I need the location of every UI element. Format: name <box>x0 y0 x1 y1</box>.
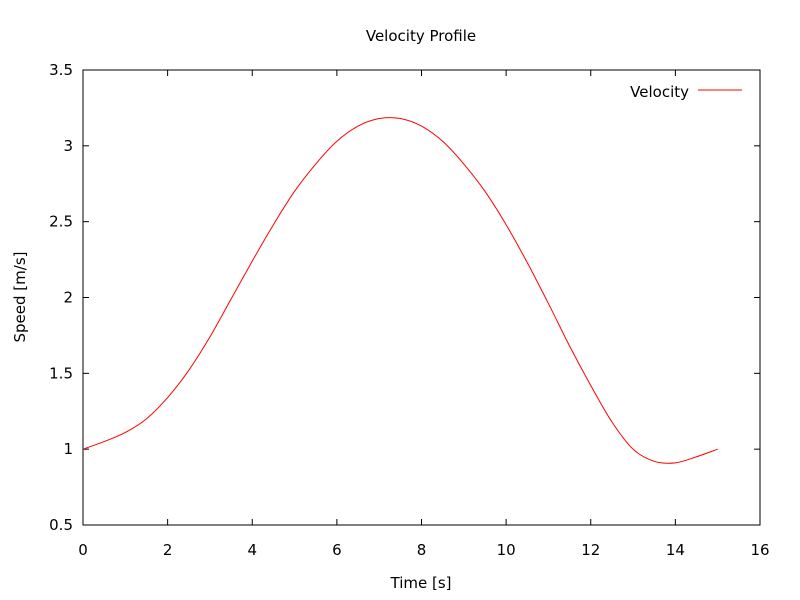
y-tick-label: 0.5 <box>49 516 73 534</box>
y-tick-label: 2.5 <box>49 213 73 231</box>
x-tick-label: 0 <box>78 541 88 559</box>
plot-frame <box>82 69 761 526</box>
x-axis-label: Time [s] <box>390 574 452 592</box>
legend-label-velocity: Velocity <box>630 83 689 101</box>
y-tick-label: 2 <box>63 289 73 307</box>
y-tick-label: 1 <box>63 440 73 458</box>
y-tick-label: 3 <box>63 137 73 155</box>
x-tick-label: 10 <box>497 541 516 559</box>
x-tick-label: 6 <box>332 541 342 559</box>
x-tick-label: 4 <box>247 541 257 559</box>
chart-title: Velocity Profile <box>366 27 476 45</box>
x-tick-label: 8 <box>417 541 427 559</box>
series-layer <box>82 117 718 464</box>
y-axis-label: Speed [m/s] <box>11 252 29 343</box>
x-tick-label: 16 <box>750 541 769 559</box>
y-tick-label: 3.5 <box>49 61 73 79</box>
y-tick-label: 1.5 <box>49 364 73 382</box>
x-tick-label: 12 <box>581 541 600 559</box>
series-line-velocity <box>82 117 718 464</box>
x-tick-label: 2 <box>163 541 173 559</box>
x-tick-label: 14 <box>666 541 685 559</box>
axis-ticks: 0 2 4 6 8 10 12 14 16 0.5 1 1.5 2 2.5 3 3.5 <box>49 61 769 559</box>
legend: Velocity <box>630 83 742 101</box>
